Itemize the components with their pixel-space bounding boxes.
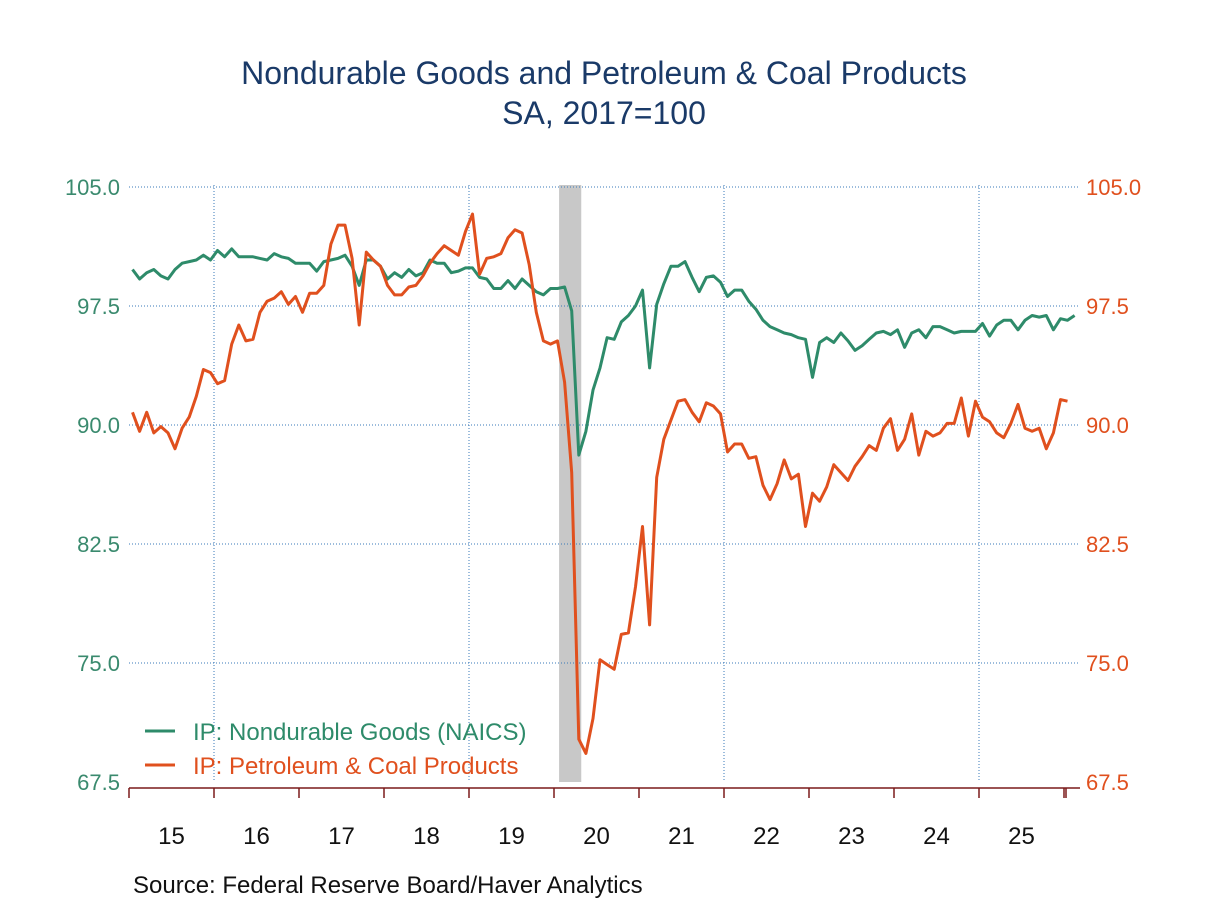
axes-group: 105.0 97.5 90.0 82.5 75.0 67.5 105.0 97.5 90.0 82… bbox=[65, 175, 1141, 850]
right-y-tick-label: 67.5 bbox=[1086, 770, 1129, 795]
right-y-tick-label: 105.0 bbox=[1086, 175, 1141, 200]
left-y-tick-label: 90.0 bbox=[77, 413, 120, 438]
x-tick-label: 24 bbox=[923, 823, 950, 850]
series-group bbox=[131, 212, 1076, 755]
right-y-tick-label: 75.0 bbox=[1086, 651, 1129, 676]
left-y-tick-label: 75.0 bbox=[77, 651, 120, 676]
legend: IP: Nondurable Goods (NAICS) IP: Petroleu… bbox=[145, 719, 526, 780]
chart-subtitle: SA, 2017=100 bbox=[502, 95, 706, 131]
x-tick-label: 21 bbox=[668, 823, 695, 850]
left-y-tick-label: 82.5 bbox=[77, 532, 120, 557]
x-tick-label: 15 bbox=[158, 823, 185, 850]
chart-title: Nondurable Goods and Petroleum & Coal Pr… bbox=[241, 55, 967, 91]
left-y-tick-label: 97.5 bbox=[77, 294, 120, 319]
x-tick-label: 18 bbox=[413, 823, 440, 850]
gridlines-group bbox=[129, 185, 1080, 782]
x-tick-label: 17 bbox=[328, 823, 355, 850]
x-tick-label: 25 bbox=[1008, 823, 1035, 850]
right-y-tick-label: 97.5 bbox=[1086, 294, 1129, 319]
right-y-tick-label: 82.5 bbox=[1086, 532, 1129, 557]
x-tick-label: 22 bbox=[753, 823, 780, 850]
x-tick-label: 20 bbox=[583, 823, 610, 850]
left-y-tick-label: 67.5 bbox=[77, 770, 120, 795]
left-y-tick-label: 105.0 bbox=[65, 175, 120, 200]
series-line-nondurable-goods bbox=[131, 247, 1076, 457]
x-tick-label: 23 bbox=[838, 823, 865, 850]
source-note: Source: Federal Reserve Board/Haver Anal… bbox=[133, 872, 643, 899]
legend-label: IP: Nondurable Goods (NAICS) bbox=[193, 719, 526, 746]
x-tick-label: 19 bbox=[498, 823, 525, 850]
legend-label: IP: Petroleum & Coal Products bbox=[193, 753, 518, 780]
right-y-tick-label: 90.0 bbox=[1086, 413, 1129, 438]
series-line-petroleum-coal bbox=[131, 212, 1068, 755]
x-tick-label: 16 bbox=[243, 823, 270, 850]
